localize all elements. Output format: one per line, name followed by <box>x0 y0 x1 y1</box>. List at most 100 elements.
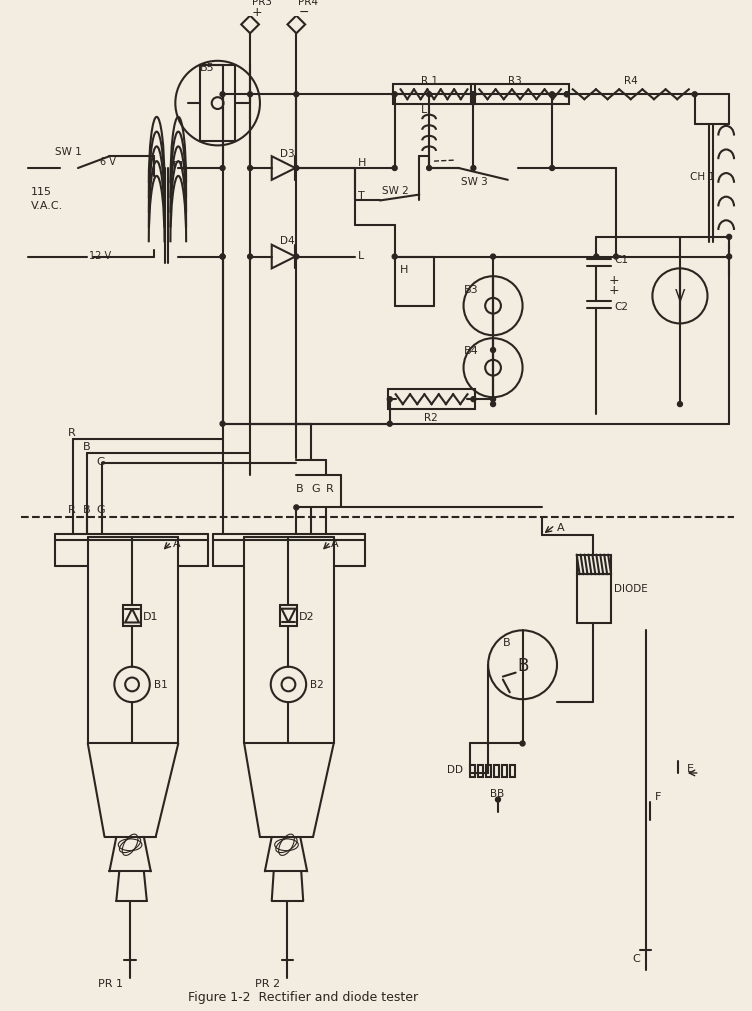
Circle shape <box>393 93 397 98</box>
Circle shape <box>220 422 225 427</box>
Text: R3: R3 <box>508 77 522 86</box>
Circle shape <box>614 255 618 260</box>
Text: PR4: PR4 <box>299 0 318 7</box>
Circle shape <box>490 255 496 260</box>
Circle shape <box>726 255 732 260</box>
Text: E: E <box>687 763 694 773</box>
Text: V.A.C.: V.A.C. <box>31 201 63 211</box>
Circle shape <box>426 167 432 171</box>
Text: 115: 115 <box>31 186 52 196</box>
Circle shape <box>220 255 225 260</box>
Circle shape <box>550 93 554 98</box>
Text: R: R <box>68 428 76 437</box>
Text: L: L <box>358 251 365 260</box>
Bar <box>487 765 491 777</box>
Bar <box>393 85 475 105</box>
Text: C: C <box>632 953 641 962</box>
Text: R: R <box>68 504 76 515</box>
Circle shape <box>490 397 496 402</box>
Bar <box>200 66 235 143</box>
Circle shape <box>247 167 253 171</box>
Circle shape <box>393 167 397 171</box>
Circle shape <box>564 93 569 98</box>
Circle shape <box>294 167 299 171</box>
Text: SW 1: SW 1 <box>56 148 82 157</box>
Text: B: B <box>83 504 90 515</box>
Text: −: − <box>299 6 309 19</box>
Circle shape <box>471 93 476 98</box>
Circle shape <box>726 236 732 240</box>
Text: 6 V: 6 V <box>99 157 116 167</box>
Text: L: L <box>421 105 427 115</box>
Text: B1: B1 <box>153 679 168 690</box>
Text: +: + <box>608 283 619 296</box>
Text: C2: C2 <box>614 301 628 311</box>
Bar <box>471 765 475 777</box>
Text: +: + <box>252 6 262 19</box>
Text: B4: B4 <box>463 346 478 356</box>
Text: R4: R4 <box>624 77 638 86</box>
Circle shape <box>387 422 393 427</box>
Circle shape <box>693 93 697 98</box>
Text: SW 2: SW 2 <box>382 185 408 195</box>
Text: V: V <box>675 289 685 304</box>
Circle shape <box>247 255 253 260</box>
Text: B: B <box>517 656 528 674</box>
Text: T: T <box>358 190 365 200</box>
Text: CH 1: CH 1 <box>690 172 715 182</box>
Text: R: R <box>326 483 334 493</box>
Circle shape <box>490 402 496 407</box>
Text: H: H <box>399 265 408 275</box>
Circle shape <box>678 402 682 407</box>
Bar <box>577 555 611 574</box>
Circle shape <box>471 93 476 98</box>
Bar <box>388 390 475 409</box>
Text: B: B <box>503 638 511 647</box>
Circle shape <box>387 397 393 402</box>
Circle shape <box>393 255 397 260</box>
Circle shape <box>294 255 299 260</box>
Circle shape <box>564 93 569 98</box>
Text: B3: B3 <box>463 285 478 295</box>
Bar <box>577 574 611 624</box>
Bar <box>502 765 507 777</box>
Text: PR 1: PR 1 <box>98 979 123 989</box>
Text: R2: R2 <box>424 412 438 423</box>
Text: A: A <box>557 523 565 533</box>
Text: D4: D4 <box>280 236 294 246</box>
Bar <box>478 765 484 777</box>
Circle shape <box>490 348 496 353</box>
Text: PR 2: PR 2 <box>255 979 280 989</box>
Text: BB: BB <box>490 788 505 798</box>
Text: A: A <box>331 538 338 548</box>
Text: D2: D2 <box>299 611 315 621</box>
Circle shape <box>496 798 500 802</box>
Text: B2: B2 <box>310 679 324 690</box>
Text: H: H <box>358 158 367 168</box>
Text: R 1: R 1 <box>420 77 438 86</box>
Circle shape <box>426 93 432 98</box>
Text: B: B <box>296 483 304 493</box>
Text: G: G <box>311 483 320 493</box>
Circle shape <box>471 167 476 171</box>
Circle shape <box>471 397 476 402</box>
Circle shape <box>247 93 253 98</box>
Text: T1: T1 <box>171 161 185 171</box>
Circle shape <box>220 93 225 98</box>
Text: B5: B5 <box>200 63 214 73</box>
Text: SW 3: SW 3 <box>460 177 487 187</box>
Text: DD: DD <box>447 764 462 774</box>
Text: G: G <box>97 457 105 467</box>
Text: +: + <box>608 273 619 286</box>
Bar <box>123 606 141 627</box>
Circle shape <box>294 93 299 98</box>
Text: B: B <box>83 442 90 452</box>
Text: D1: D1 <box>143 611 159 621</box>
Text: F: F <box>655 791 662 801</box>
Text: C1: C1 <box>614 255 628 265</box>
Text: G: G <box>97 504 105 515</box>
Bar <box>472 85 569 105</box>
Bar <box>494 765 499 777</box>
Text: DIODE: DIODE <box>614 583 647 593</box>
Text: Figure 1-2  Rectifier and diode tester: Figure 1-2 Rectifier and diode tester <box>188 990 418 1003</box>
